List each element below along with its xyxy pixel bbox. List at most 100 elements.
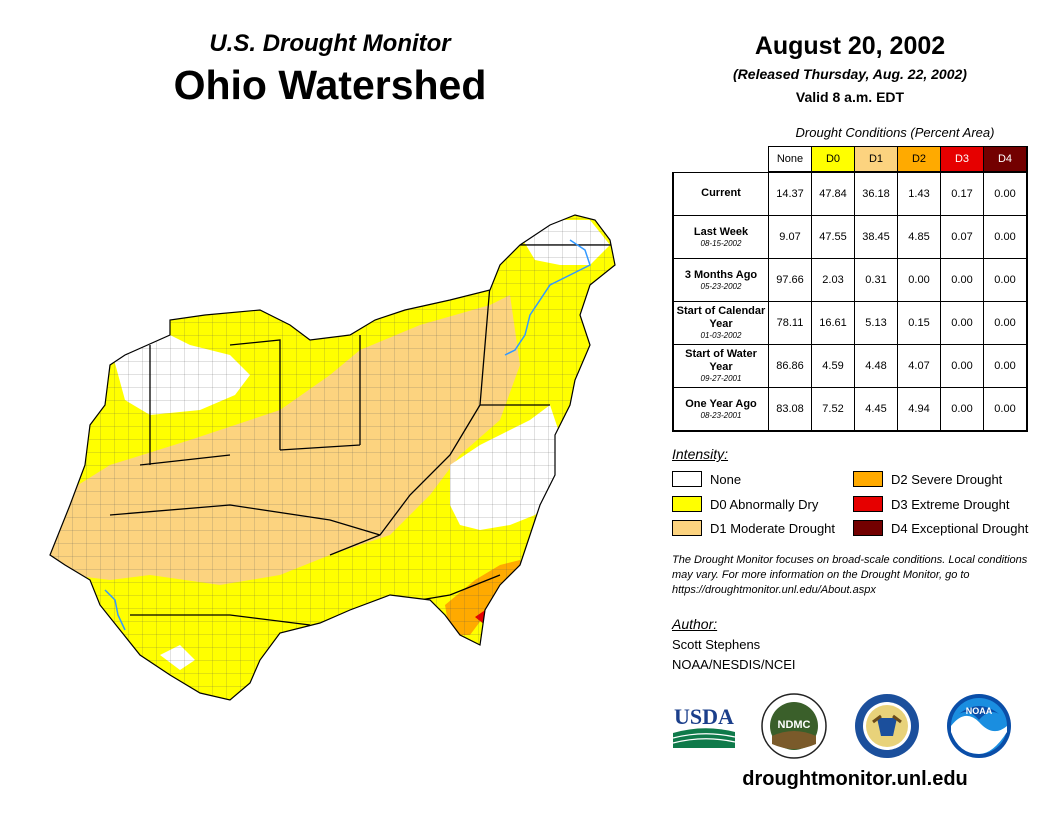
cell-d2: 4.94 (897, 387, 941, 432)
col-header-d3: D3 (940, 146, 984, 173)
cell-d3: 0.00 (940, 387, 984, 432)
col-header-d4: D4 (983, 146, 1028, 173)
legend-label-d4: D4 Exceptional Drought (891, 520, 1029, 536)
cell-none: 9.07 (768, 215, 812, 259)
legend-label-none: None (710, 471, 742, 487)
cell-d2: 4.07 (897, 344, 941, 388)
table-row: Start of Water Year 09-27-2001 86.86 4.59 4.… (672, 344, 1028, 388)
legend-swatch-d4 (853, 520, 883, 536)
table-row: Current 14.37 47.84 36.18 1.43 0.17 0.00 (672, 171, 1028, 216)
col-header-d0: D0 (811, 146, 855, 173)
row-date: 09-27-2001 (700, 374, 742, 383)
table-row: Start of Calendar Year 01-03-2002 78.11 16.… (672, 301, 1028, 345)
website-link[interactable]: droughtmonitor.unl.edu (742, 768, 968, 790)
row-date: 05-23-2002 (700, 281, 742, 291)
row-label: Start of Calendar Year 01-03-2002 (672, 301, 769, 345)
county-boundaries (50, 215, 615, 700)
cell-d0: 16.61 (811, 301, 855, 345)
cell-none: 78.11 (768, 301, 812, 345)
row-label-text: 3 Months Ago (684, 268, 758, 281)
release-date: (Released Thursday, Aug. 22, 2002) (733, 66, 967, 82)
cell-d4: 0.00 (983, 301, 1028, 345)
table-row: One Year Ago 08-23-2001 83.08 7.52 4.45 4.94 0… (672, 387, 1028, 432)
cell-d4: 0.00 (983, 344, 1028, 388)
author-org: NOAA/NESDIS/NCEI (672, 657, 796, 672)
row-label-text: Start of Water Year (685, 348, 757, 373)
author-heading: Author: (672, 616, 718, 632)
row-date: 01-03-2002 (700, 331, 742, 340)
cell-d2: 0.00 (897, 258, 941, 302)
legend-item-d1: D1 Moderate Drought (672, 519, 835, 537)
valid-time: Valid 8 a.m. EDT (795, 89, 905, 105)
table-body: Current 14.37 47.84 36.18 1.43 0.17 0.00 Last W… (672, 171, 1028, 432)
cell-d3: 0.07 (940, 215, 984, 259)
table-corner (673, 147, 769, 173)
cell-d1: 38.45 (854, 215, 898, 259)
row-label-text: One Year Ago (685, 397, 757, 410)
row-label: Last Week 08-15-2002 (672, 215, 769, 259)
row-label: One Year Ago 08-23-2001 (672, 387, 769, 432)
col-header-none: None (768, 146, 812, 173)
row-label: Current (672, 171, 769, 216)
cell-d3: 0.00 (940, 301, 984, 345)
author-name: Scott Stephens (672, 637, 761, 652)
legend-swatch-d0 (672, 496, 702, 512)
cell-d1: 0.31 (854, 258, 898, 302)
usda-logo: USDA (672, 704, 736, 748)
table-header-row: None D0 D1 D2 D3 D4 (673, 146, 1028, 173)
cell-d2: 1.43 (897, 171, 941, 216)
cell-d4: 0.00 (983, 171, 1028, 216)
table-row: Last Week 08-15-2002 9.07 47.55 38.45 4.85 0.0… (672, 215, 1028, 259)
usda-logo-text: USDA (674, 704, 734, 729)
cell-d1: 5.13 (854, 301, 898, 345)
watershed-outline (49, 214, 616, 701)
table-caption: Drought Conditions (Percent Area) (795, 125, 995, 140)
doc-seal-logo (855, 694, 919, 758)
cell-d4: 0.00 (983, 387, 1028, 432)
cell-d0: 4.59 (811, 344, 855, 388)
cell-d1: 36.18 (854, 171, 898, 216)
row-label: Start of Water Year 09-27-2001 (672, 344, 769, 388)
legend-label-d1: D1 Moderate Drought (710, 520, 836, 536)
legend-swatch-d1 (672, 520, 702, 536)
row-label-text: Current (701, 187, 741, 200)
cell-d1: 4.48 (854, 344, 898, 388)
noaa-logo: NOAA (947, 694, 1011, 758)
legend-swatch-none (672, 471, 702, 487)
cell-d3: 0.17 (940, 171, 984, 216)
legend-item-d2: D2 Severe Drought (853, 470, 1002, 488)
cell-d3: 0.00 (940, 258, 984, 302)
cell-d0: 47.84 (811, 171, 855, 216)
state-boundaries (109, 244, 615, 626)
col-header-d1: D1 (854, 146, 898, 173)
row-label-text: Start of Calendar Year (676, 305, 766, 330)
cell-none: 86.86 (768, 344, 812, 388)
legend-item-d0: D0 Abnormally Dry (672, 495, 818, 513)
drought-conditions-table: None D0 D1 D2 D3 D4 Current 14.37 47.84 36.… (672, 146, 1028, 432)
cell-none: 97.66 (768, 258, 812, 302)
drought-map (49, 214, 616, 701)
cell-d4: 0.00 (983, 215, 1028, 259)
legend-swatch-d3 (853, 496, 883, 512)
map-date: August 20, 2002 (754, 32, 946, 60)
cell-d0: 2.03 (811, 258, 855, 302)
legend-item-none: None (672, 470, 741, 488)
river-allegheny (504, 239, 591, 356)
row-label: 3 Months Ago 05-23-2002 (672, 258, 769, 302)
col-header-d2: D2 (897, 146, 941, 173)
legend-label-d3: D3 Extreme Drought (891, 496, 1010, 512)
ndmc-logo-text: NDMC (778, 719, 811, 731)
cell-d2: 4.85 (897, 215, 941, 259)
legend-label-d0: D0 Abnormally Dry (710, 496, 819, 512)
cell-d3: 0.00 (940, 344, 984, 388)
table-row: 3 Months Ago 05-23-2002 97.66 2.03 0.31 0.00 0… (672, 258, 1028, 302)
cell-d2: 0.15 (897, 301, 941, 345)
ndmc-logo: NDMC (761, 693, 827, 759)
legend-swatch-d2 (853, 471, 883, 487)
legend-label-d2: D2 Severe Drought (891, 471, 1003, 487)
river-mississippi (104, 589, 126, 631)
cell-none: 83.08 (768, 387, 812, 432)
cell-d0: 7.52 (811, 387, 855, 432)
map-subtitle: U.S. Drought Monitor (209, 30, 451, 57)
cell-d1: 4.45 (854, 387, 898, 432)
